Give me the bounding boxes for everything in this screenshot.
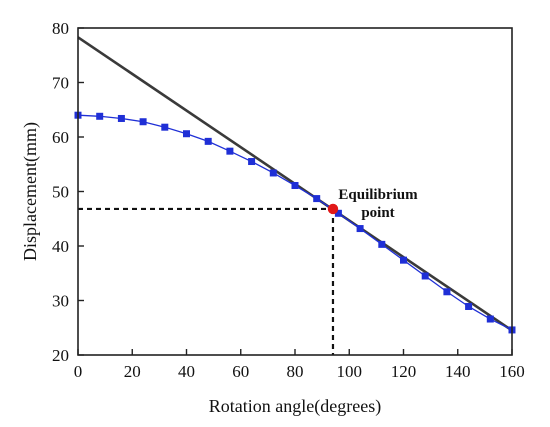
plot-frame — [77, 27, 513, 356]
x-tick-label: 40 — [178, 362, 195, 381]
y-tick-label: 70 — [52, 74, 69, 93]
y-axis: 20 30 40 50 60 70 80 — [52, 19, 84, 365]
equilibrium-label-line2: point — [361, 205, 394, 221]
data-point — [226, 147, 234, 155]
plot-content — [74, 36, 516, 355]
data-point — [96, 112, 104, 120]
x-axis: 0 20 40 60 80 100 120 140 160 — [74, 349, 525, 381]
data-point — [291, 182, 299, 190]
x-tick-label: 120 — [391, 362, 417, 381]
y-tick-label: 50 — [52, 183, 69, 202]
data-point — [443, 288, 451, 296]
y-tick-label: 80 — [52, 19, 69, 38]
x-tick-label: 80 — [287, 362, 304, 381]
x-axis-label: Rotation angle(degrees) — [209, 396, 381, 417]
y-tick-label: 20 — [52, 346, 69, 365]
data-point — [183, 130, 190, 138]
data-point — [486, 315, 494, 323]
data-point — [378, 240, 386, 248]
data-point — [269, 169, 277, 177]
data-point — [334, 209, 342, 217]
x-tick-label: 160 — [499, 362, 525, 381]
x-tick-label: 60 — [232, 362, 249, 381]
x-tick-label: 140 — [445, 362, 471, 381]
data-point — [248, 158, 256, 166]
y-tick-label: 40 — [52, 237, 69, 256]
data-point — [161, 123, 169, 131]
data-point — [421, 272, 429, 280]
x-tick-label: 0 — [74, 362, 83, 381]
data-point — [400, 256, 407, 264]
series-line-curve — [77, 114, 513, 331]
y-axis-label: Displacement(mm) — [20, 122, 41, 261]
data-point — [356, 225, 364, 233]
data-point — [139, 118, 147, 126]
equilibrium-point — [327, 203, 339, 215]
data-point — [117, 114, 125, 122]
data-point — [465, 302, 473, 310]
data-point — [204, 137, 212, 145]
equilibrium-label-line1: Equilibrium — [338, 187, 418, 203]
data-point — [313, 195, 321, 203]
y-tick-label: 60 — [52, 128, 69, 147]
x-tick-label: 100 — [337, 362, 363, 381]
y-tick-label: 30 — [52, 292, 69, 311]
x-tick-label: 20 — [124, 362, 141, 381]
